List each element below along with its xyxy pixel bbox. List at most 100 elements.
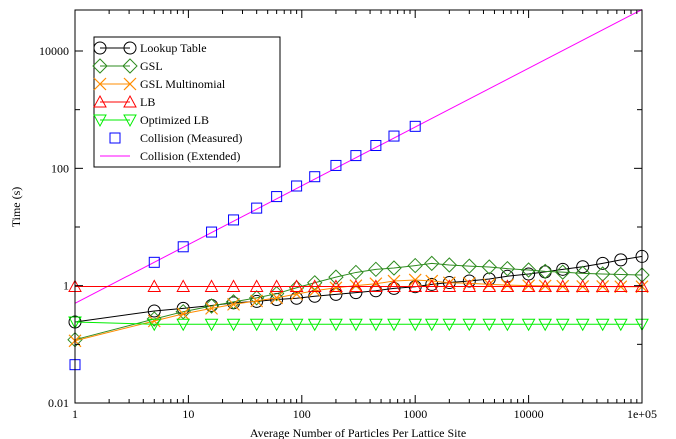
data-point [424, 279, 439, 292]
x-tick-label: 1 [72, 407, 78, 421]
data-point [369, 279, 383, 292]
data-point [575, 279, 590, 292]
data-point [520, 262, 537, 278]
data-point [575, 318, 590, 332]
legend-label: Collision (Extended) [140, 149, 240, 163]
x-tick-label: 10 [182, 407, 194, 421]
data-point [596, 256, 610, 270]
data-point [442, 279, 457, 292]
legend-label: LB [140, 95, 155, 109]
legend-marker [123, 94, 137, 108]
legend-item: Collision (Extended) [100, 149, 240, 163]
data-point [387, 318, 401, 332]
data-point [555, 279, 570, 292]
legend-item: Lookup Table [93, 41, 207, 55]
data-point [350, 150, 362, 162]
data-point [307, 279, 322, 292]
data-point [424, 255, 440, 272]
data-point [425, 277, 439, 291]
data-point [408, 279, 423, 292]
data-point [500, 278, 514, 292]
data-point [499, 260, 516, 277]
data-point [349, 279, 363, 293]
data-point [251, 202, 263, 214]
data-point [576, 260, 590, 274]
x-tick-label: 10000 [514, 407, 544, 421]
data-point [249, 318, 264, 332]
axes [74, 9, 643, 404]
data-point [555, 318, 570, 332]
legend-marker [123, 114, 137, 128]
data-point [522, 279, 536, 293]
legend-item: GSL Multinomial [93, 77, 226, 91]
data-point [307, 275, 323, 291]
data-point [500, 269, 514, 283]
x-axis-title: Average Number of Particles Per Lattice … [250, 426, 466, 439]
series-layer [67, 9, 650, 371]
legend: Lookup Table GSL GSL Multinomial LB Optimize… [92, 36, 281, 168]
data-point [289, 318, 304, 332]
data-point [481, 259, 497, 275]
x-tick-label: 1000 [403, 407, 427, 421]
data-point [613, 266, 629, 283]
legend-marker [123, 41, 137, 55]
data-point [613, 279, 628, 292]
data-point [176, 307, 190, 321]
data-point [329, 318, 343, 332]
legend-marker [123, 77, 137, 91]
data-point [289, 279, 304, 292]
plot-frame [74, 9, 643, 404]
data-point [368, 261, 384, 278]
data-point [227, 297, 240, 311]
data-point [408, 318, 423, 332]
data-point [249, 279, 264, 292]
data-point [226, 279, 241, 292]
data-point [177, 241, 189, 253]
data-point [349, 279, 363, 292]
data-point [330, 159, 342, 171]
data-point [329, 279, 343, 292]
data-point [556, 262, 570, 276]
data-point [462, 279, 477, 292]
data-point [309, 171, 321, 183]
data-point [270, 291, 284, 305]
data-point [462, 274, 476, 288]
y-tick-label: 0.01 [48, 396, 69, 410]
series-optimized-lb [68, 316, 649, 332]
series-lookup-table [68, 249, 649, 329]
legend-label: GSL [140, 59, 163, 73]
data-point [148, 256, 160, 268]
legend-label: GSL Multinomial [140, 77, 226, 91]
series-line [74, 321, 642, 325]
data-point [370, 140, 382, 152]
series-line [74, 255, 643, 323]
data-point [407, 257, 423, 274]
data-point [521, 279, 536, 292]
y-axis-title: Time (s) [9, 187, 23, 228]
legend-item: LB [93, 94, 155, 109]
data-point [269, 279, 284, 292]
data-point [537, 263, 553, 280]
legend-label: Lookup Table [140, 41, 207, 55]
data-point [147, 314, 161, 328]
data-point [204, 318, 219, 332]
data-point [290, 291, 304, 305]
series-line [74, 262, 643, 341]
data-point [147, 304, 161, 318]
legend-item: Optimized LB [93, 113, 209, 128]
data-point [307, 318, 322, 332]
data-point [176, 279, 191, 292]
data-point [613, 318, 628, 332]
legend-marker [93, 94, 107, 108]
legend-marker [92, 58, 108, 74]
data-point [555, 264, 571, 280]
x-tick-label: 1e+05 [627, 407, 657, 421]
legend-marker [109, 132, 121, 144]
y-tick-label: 10000 [39, 44, 69, 58]
data-point [291, 180, 303, 192]
data-point [538, 318, 553, 332]
data-point [521, 318, 536, 332]
data-point [349, 318, 363, 332]
data-point [442, 318, 457, 332]
